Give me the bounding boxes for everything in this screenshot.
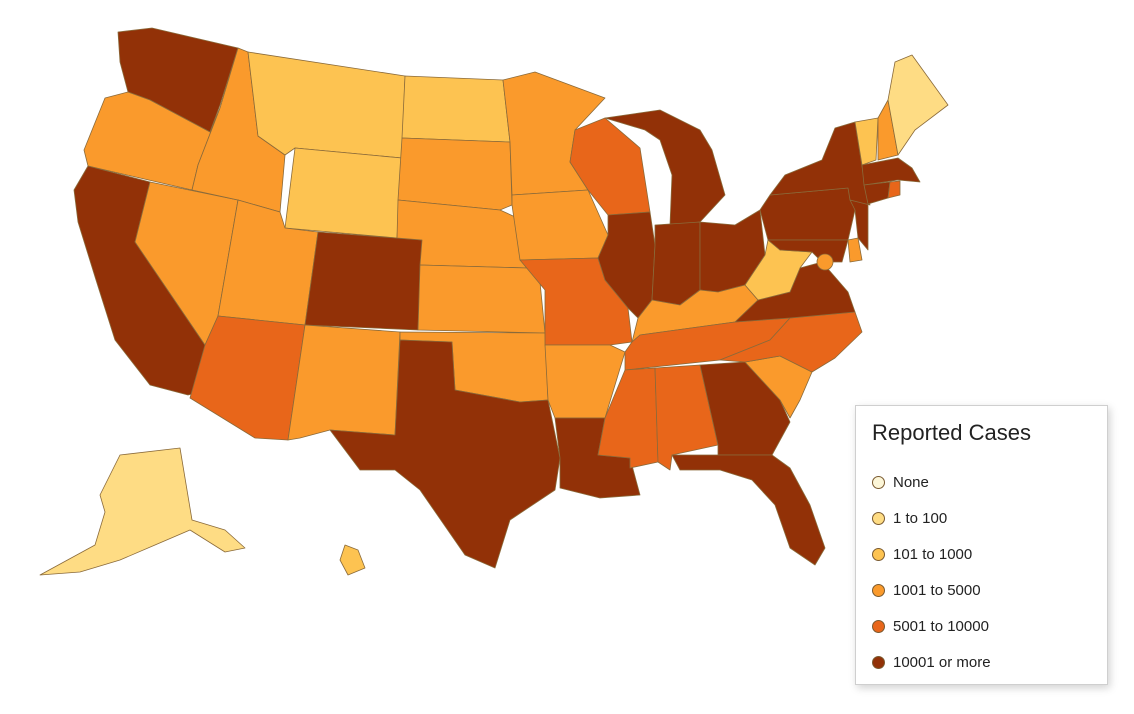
legend-item[interactable]: None xyxy=(872,464,1091,500)
state-vermont[interactable] xyxy=(854,117,879,166)
state-hawaii[interactable] xyxy=(339,544,366,576)
legend-item[interactable]: 1 to 100 xyxy=(872,500,1091,536)
state-kansas[interactable] xyxy=(417,264,546,334)
dc-marker[interactable] xyxy=(816,253,834,271)
state-indiana[interactable] xyxy=(651,221,701,306)
state-pennsylvania[interactable] xyxy=(759,187,856,241)
state-florida[interactable] xyxy=(671,454,826,566)
state-alaska[interactable] xyxy=(39,447,246,576)
state-iowa[interactable] xyxy=(511,189,609,261)
legend-panel: Reported Cases None 1 to 100 101 to 1000 10… xyxy=(855,405,1108,685)
state-south-dakota[interactable] xyxy=(397,137,513,211)
legend-item[interactable]: 5001 to 10000 xyxy=(872,608,1091,644)
state-north-dakota[interactable] xyxy=(401,75,511,143)
state-connecticut[interactable] xyxy=(863,181,891,205)
legend-items: None 1 to 100 101 to 1000 1001 to 5000 5001 … xyxy=(872,464,1091,680)
state-texas[interactable] xyxy=(329,339,561,569)
state-illinois[interactable] xyxy=(597,211,656,319)
legend-label: 101 to 1000 xyxy=(893,545,973,563)
state-delaware[interactable] xyxy=(847,237,863,263)
legend-swatch-icon xyxy=(872,619,885,633)
state-wyoming[interactable] xyxy=(284,147,403,239)
legend-label: 1 to 100 xyxy=(893,509,948,527)
legend-swatch-icon xyxy=(872,475,885,489)
legend-label: None xyxy=(893,473,929,491)
legend-item[interactable]: 101 to 1000 xyxy=(872,536,1091,572)
legend-item[interactable]: 10001 or more xyxy=(872,644,1091,680)
state-montana[interactable] xyxy=(247,51,406,159)
state-maine[interactable] xyxy=(887,54,949,156)
legend-swatch-icon xyxy=(872,547,885,561)
state-rhode-island[interactable] xyxy=(887,180,901,199)
legend-swatch-icon xyxy=(872,511,885,525)
legend-label: 5001 to 10000 xyxy=(893,617,989,635)
legend-swatch-icon xyxy=(872,583,885,597)
legend-title: Reported Cases xyxy=(872,420,1031,445)
legend-item[interactable]: 1001 to 5000 xyxy=(872,572,1091,608)
legend-label: 1001 to 5000 xyxy=(893,581,981,599)
legend-label: 10001 or more xyxy=(893,653,991,671)
state-north-carolina[interactable] xyxy=(719,311,863,373)
state-new-mexico[interactable] xyxy=(287,324,401,441)
legend-swatch-icon xyxy=(872,655,885,669)
state-colorado[interactable] xyxy=(304,231,423,331)
